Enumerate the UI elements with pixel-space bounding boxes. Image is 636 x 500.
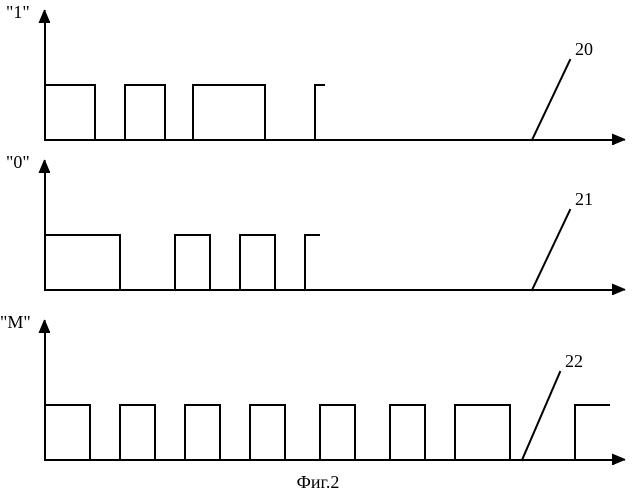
panel-2-callout-number: 21: [575, 189, 593, 210]
panel-1: "1" 20: [0, 0, 636, 155]
panel-2: "0" 21: [0, 150, 636, 305]
panel-3-svg: [0, 300, 636, 475]
panel-2-svg: [0, 150, 636, 305]
panel-1-callout-number: 20: [575, 39, 593, 60]
timing-figure: "1" 20 "0" 21 "M" 22 Фиг.2: [0, 0, 636, 500]
panel-1-svg: [0, 0, 636, 155]
panel-3-callout-number: 22: [565, 351, 583, 372]
panel-2-label: "0": [6, 152, 30, 173]
panel-3: "M" 22: [0, 300, 636, 475]
panel-3-label: "M": [0, 312, 31, 333]
panel-1-label: "1": [6, 2, 30, 23]
figure-caption: Фиг.2: [0, 472, 636, 493]
